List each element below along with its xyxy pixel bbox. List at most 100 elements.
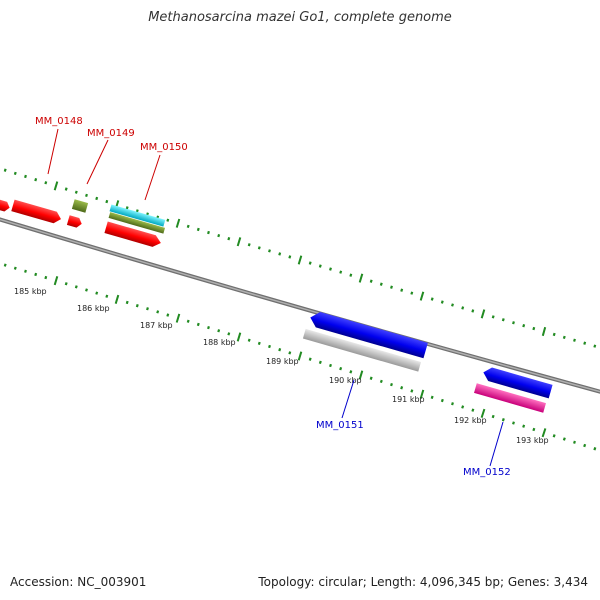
minor-tick xyxy=(532,326,536,331)
major-tick xyxy=(358,273,364,283)
minor-tick xyxy=(268,249,271,253)
minor-tick xyxy=(196,322,200,327)
major-tick xyxy=(53,181,59,191)
major-tick xyxy=(175,313,181,323)
major-tick xyxy=(480,408,486,419)
gene-label-mm0148[interactable]: MM_0148 xyxy=(35,116,83,127)
minor-tick xyxy=(410,389,414,393)
minor-tick xyxy=(3,168,7,172)
minor-tick xyxy=(105,199,109,204)
minor-tick xyxy=(74,285,78,289)
minor-tick xyxy=(461,405,465,409)
label-leader-line xyxy=(144,154,161,201)
minor-tick xyxy=(278,347,282,352)
minor-tick xyxy=(512,421,515,425)
major-tick xyxy=(175,218,181,228)
gene-label-mm0150[interactable]: MM_0150 xyxy=(140,142,188,153)
major-tick xyxy=(541,428,547,438)
minor-tick xyxy=(288,255,292,259)
forward-gene-feature[interactable] xyxy=(11,199,62,225)
reverse-gene-feature[interactable] xyxy=(481,366,553,399)
scale-label: 188 kbp xyxy=(203,338,236,347)
minor-tick xyxy=(156,310,160,314)
minor-tick xyxy=(552,434,556,438)
reverse-gene-feature[interactable] xyxy=(474,383,546,413)
minor-tick xyxy=(593,447,597,451)
minor-tick xyxy=(379,379,383,384)
minor-tick xyxy=(339,366,343,371)
minor-tick xyxy=(440,300,444,304)
major-tick xyxy=(297,351,303,361)
inner-tick-ring xyxy=(3,263,597,451)
scale-label: 193 kbp xyxy=(516,436,549,445)
minor-tick xyxy=(125,300,129,305)
gene-label-mm0152[interactable]: MM_0152 xyxy=(463,467,511,478)
gene-label-mm0151[interactable]: MM_0151 xyxy=(316,420,364,431)
forward-gene-feature[interactable] xyxy=(71,199,89,213)
minor-tick xyxy=(207,230,210,235)
minor-tick xyxy=(379,282,383,286)
minor-tick xyxy=(227,236,231,241)
minor-tick xyxy=(451,402,454,406)
minor-tick xyxy=(125,206,129,210)
reverse-gene-feature[interactable] xyxy=(302,328,422,372)
minor-tick xyxy=(471,309,475,313)
minor-tick xyxy=(13,266,17,270)
minor-tick xyxy=(522,323,526,328)
minor-tick xyxy=(278,252,282,256)
minor-tick xyxy=(308,261,312,265)
minor-tick xyxy=(430,297,434,301)
forward-gene-feature[interactable] xyxy=(104,221,162,249)
minor-tick xyxy=(288,351,292,355)
minor-tick xyxy=(34,272,38,277)
minor-tick xyxy=(471,408,475,412)
outer-tick-ring xyxy=(3,168,597,348)
major-tick xyxy=(53,276,59,286)
major-tick xyxy=(297,255,303,265)
major-tick xyxy=(236,332,242,342)
minor-tick xyxy=(24,174,27,179)
reverse-gene-feature[interactable] xyxy=(308,310,428,359)
minor-tick xyxy=(369,279,373,283)
minor-tick xyxy=(13,171,17,176)
label-leader-line xyxy=(47,128,59,175)
scale-label: 190 kbp xyxy=(329,376,362,385)
minor-tick xyxy=(44,181,48,185)
gene-label-mm0149[interactable]: MM_0149 xyxy=(87,128,135,139)
minor-tick xyxy=(186,319,190,323)
minor-tick xyxy=(308,357,312,361)
minor-tick xyxy=(24,269,27,273)
minor-tick xyxy=(44,275,48,280)
scale-label: 187 kbp xyxy=(140,321,173,330)
minor-tick xyxy=(440,398,444,403)
minor-tick xyxy=(3,263,7,267)
major-tick xyxy=(114,294,120,304)
minor-tick xyxy=(552,332,556,337)
forward-gene-feature[interactable] xyxy=(108,212,166,234)
forward-gene-feature[interactable] xyxy=(0,199,11,212)
genome-backbone-highlight xyxy=(0,218,600,393)
minor-tick xyxy=(461,306,465,310)
major-tick xyxy=(419,389,425,399)
map-title: Methanosarcina mazei Go1, complete genom… xyxy=(148,10,452,25)
major-tick xyxy=(480,309,486,319)
forward-gene-feature[interactable] xyxy=(66,215,83,228)
minor-tick xyxy=(349,370,353,374)
forward-gene-feature[interactable] xyxy=(109,204,166,227)
minor-tick xyxy=(247,243,251,247)
minor-tick xyxy=(349,273,353,277)
minor-tick xyxy=(532,427,536,432)
minor-tick xyxy=(369,376,373,380)
minor-tick xyxy=(105,294,109,298)
minor-tick xyxy=(491,414,495,419)
minor-tick xyxy=(217,329,221,333)
minor-tick xyxy=(562,437,566,441)
minor-tick xyxy=(593,344,597,348)
minor-tick xyxy=(95,291,99,295)
genome-summary-text: Topology: circular; Length: 4,096,345 bp… xyxy=(258,575,588,589)
scale-label: 192 kbp xyxy=(454,416,487,425)
minor-tick xyxy=(34,177,38,182)
label-leader-line xyxy=(86,139,109,185)
label-leader-line xyxy=(489,421,504,467)
